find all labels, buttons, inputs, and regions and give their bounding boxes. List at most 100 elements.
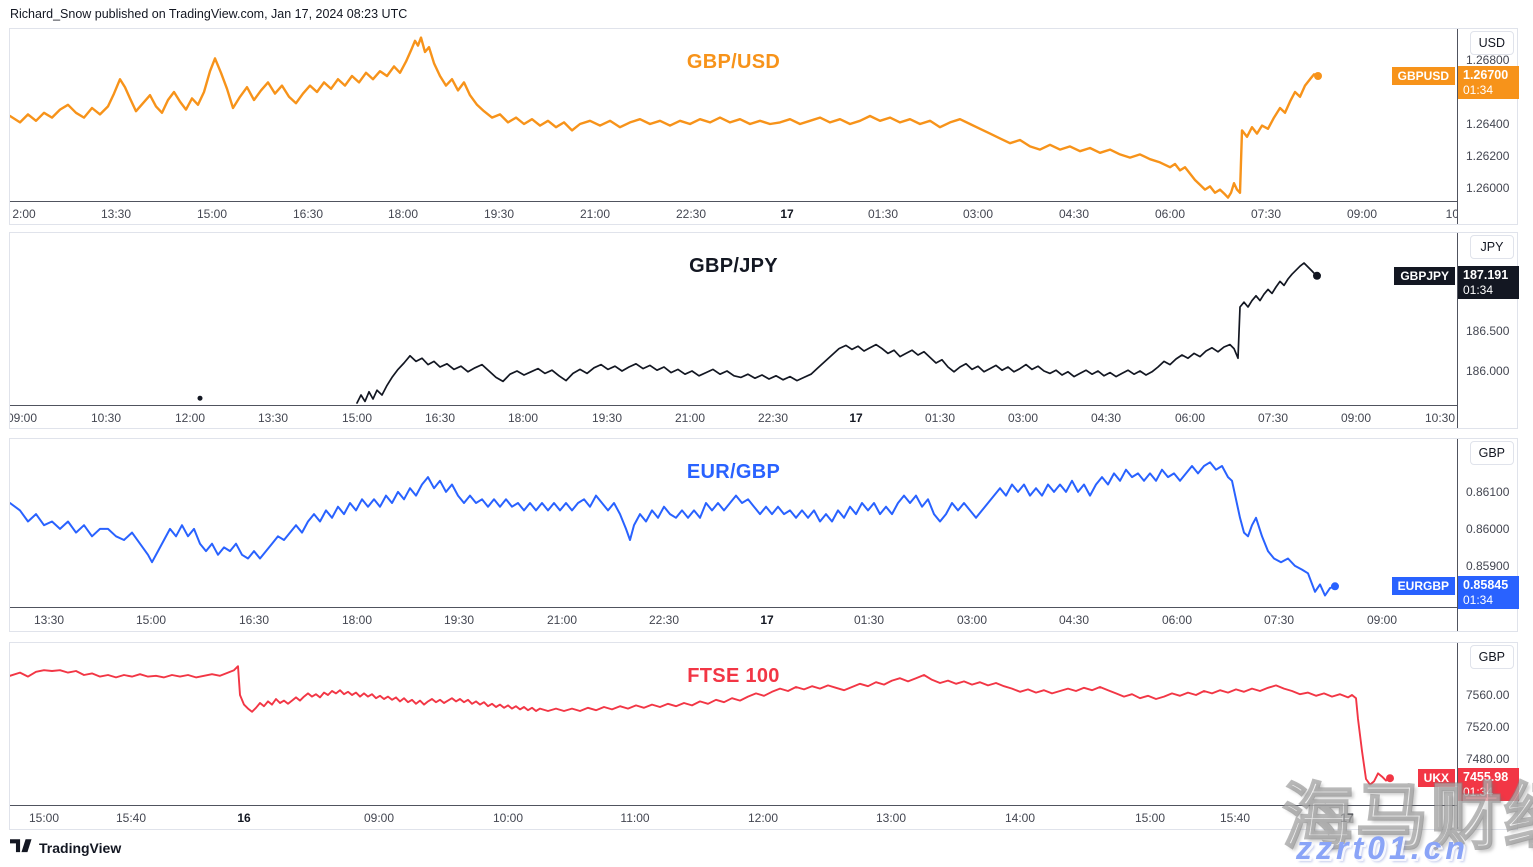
time-tick: 10:30 [90,411,122,425]
price-tick: 186.000 [1466,364,1510,378]
last-price-badge: 1.26700 01:34 [1458,66,1519,99]
symbol-badge: EURGBP [1391,577,1455,595]
price-tick: 1.26800 [1466,53,1510,67]
time-tick: 07:30 [1263,613,1295,627]
bar-countdown: 01:34 [1463,283,1494,297]
time-tick: 13:30 [257,411,289,425]
time-tick: 19:30 [591,411,623,425]
time-tick: 17 [849,411,863,425]
symbol-badge: GBPJPY [1394,267,1455,285]
time-tick: 12:00 [747,811,779,825]
time-tick: 16 [237,811,251,825]
last-price-dot [1331,582,1339,591]
price-axis-separator [1457,643,1458,829]
bar-countdown: 01:34 [1463,785,1494,799]
time-tick: 03:00 [1007,411,1039,425]
tradingview-attribution[interactable]: TradingView [10,839,121,856]
currency-toggle-button[interactable]: GBP [1469,645,1514,669]
time-tick: 03:00 [956,613,988,627]
symbol-badge: GBPUSD [1391,67,1455,85]
price-axis[interactable]: USD 1.26700 01:34 1.26800 1.26400 1.26200 1… [1458,29,1519,224]
time-tick: 13:30 [33,613,65,627]
time-tick: 03:00 [962,207,994,221]
time-tick: 15:00 [28,811,60,825]
time-tick: 04:30 [1058,207,1090,221]
time-tick: 10: [1445,207,1457,221]
currency-toggle-button[interactable]: GBP [1469,441,1514,465]
time-tick: 21:00 [579,207,611,221]
time-axis[interactable]: 2:00 13:30 15:00 16:30 18:00 19:30 21:00 22:30 1… [10,201,1457,225]
time-axis[interactable]: 15:00 15:40 16 09:00 10:00 11:00 12:00 13:00 14:… [10,805,1457,830]
last-price-value: 7455.98 [1463,770,1509,784]
last-price-badge: 187.191 01:34 [1458,266,1519,299]
time-tick: 13:30 [100,207,132,221]
time-tick: 01:30 [867,207,899,221]
price-axis-separator [1457,233,1458,428]
time-tick: 17 [780,207,794,221]
chart-panel-gbpusd: GBP/USD 2:00 13:30 15:00 16:30 18:00 19:30 21:… [9,28,1519,225]
price-tick: 1.26400 [1466,117,1510,131]
price-tick: 7480.00 [1466,752,1510,766]
last-price-dot [197,395,203,401]
last-price-dot [1386,774,1394,783]
time-tick: 06:00 [1161,613,1193,627]
chart-panel-ftse100: FTSE 100 15:00 15:40 16 09:00 10:00 11:00 12:0… [9,642,1519,830]
price-axis[interactable]: GBP 7455.98 01:34 7560.00 7520.00 7480.00 [1458,643,1519,829]
time-tick: 11:00 [620,811,650,825]
time-tick: 14:00 [1004,811,1036,825]
time-axis[interactable]: 13:30 15:00 16:30 18:00 19:30 21:00 22:30 17 01:… [10,607,1457,632]
attribution-text: Richard_Snow published on TradingView.co… [10,7,408,21]
price-line-chart [197,262,1321,404]
time-tick: 16:30 [292,207,324,221]
price-axis[interactable]: GBP 0.85845 01:34 0.86100 0.86000 0.85900 [1458,439,1519,631]
plot-area[interactable] [10,233,1457,405]
plot-area[interactable] [10,643,1457,805]
price-line-chart [10,36,1322,199]
chart-panel-gbpjpy: GBP/JPY 09:0010:3012:0013:3015:0016:3018… [9,232,1519,429]
last-price-value: 0.85845 [1463,578,1509,592]
bar-countdown: 01:34 [1463,83,1494,97]
time-tick: 07:30 [1257,411,1289,425]
time-tick: 18:00 [341,613,373,627]
time-tick: 06:00 [1174,411,1206,425]
price-tick: 0.86100 [1466,485,1510,499]
price-line-chart [10,461,1339,597]
time-tick: 2:00 [12,207,36,221]
time-tick: 10:00 [492,811,524,825]
time-tick: 22:30 [648,613,680,627]
time-tick: 09:00 [363,811,395,825]
currency-toggle-button[interactable]: JPY [1470,235,1514,259]
tradingview-brand-text: TradingView [39,839,122,856]
plot-area[interactable] [10,29,1457,201]
time-axis[interactable]: 09:00 10:30 12:00 13:30 15:00 16:30 18:00 19:30… [10,405,1457,429]
time-tick: 19:30 [483,207,515,221]
time-tick: 15:40 [1219,811,1251,825]
last-price-dot [1314,72,1322,80]
currency-toggle-button[interactable]: USD [1469,31,1514,55]
price-tick: 7520.00 [1466,720,1510,734]
bar-countdown: 01:34 [1463,593,1494,607]
time-tick: 18:00 [507,411,539,425]
price-axis[interactable]: JPY 187.191 01:34 186.500 186.000 [1458,233,1519,428]
last-price-dot [1313,271,1321,280]
time-tick: 12:00 [174,411,206,425]
time-tick: 01:30 [853,613,885,627]
price-tick: 7560.00 [1466,688,1510,702]
price-tick: 1.26200 [1466,149,1510,163]
time-tick: 17 [760,613,774,627]
time-tick: 07:30 [1250,207,1282,221]
time-tick: 21:00 [674,411,706,425]
time-tick: 21:00 [546,613,578,627]
time-tick: 17 [1340,811,1354,825]
time-tick: 15:00 [135,613,167,627]
last-price-badge: 7455.98 01:34 [1458,768,1519,801]
plot-area[interactable] [10,439,1457,607]
chart-panel-eurgbp: EUR/GBP 13:30 15:00 16:30 18:00 19:30 21:00 22… [9,438,1519,632]
price-axis-separator [1457,439,1458,631]
time-tick: 10:30 [1424,411,1456,425]
last-price-badge: 0.85845 01:34 [1458,576,1519,609]
price-tick: 0.86000 [1466,522,1510,536]
time-tick: 09:00 [1366,613,1398,627]
last-price-value: 187.191 [1463,268,1509,282]
time-tick: 19:30 [443,613,475,627]
